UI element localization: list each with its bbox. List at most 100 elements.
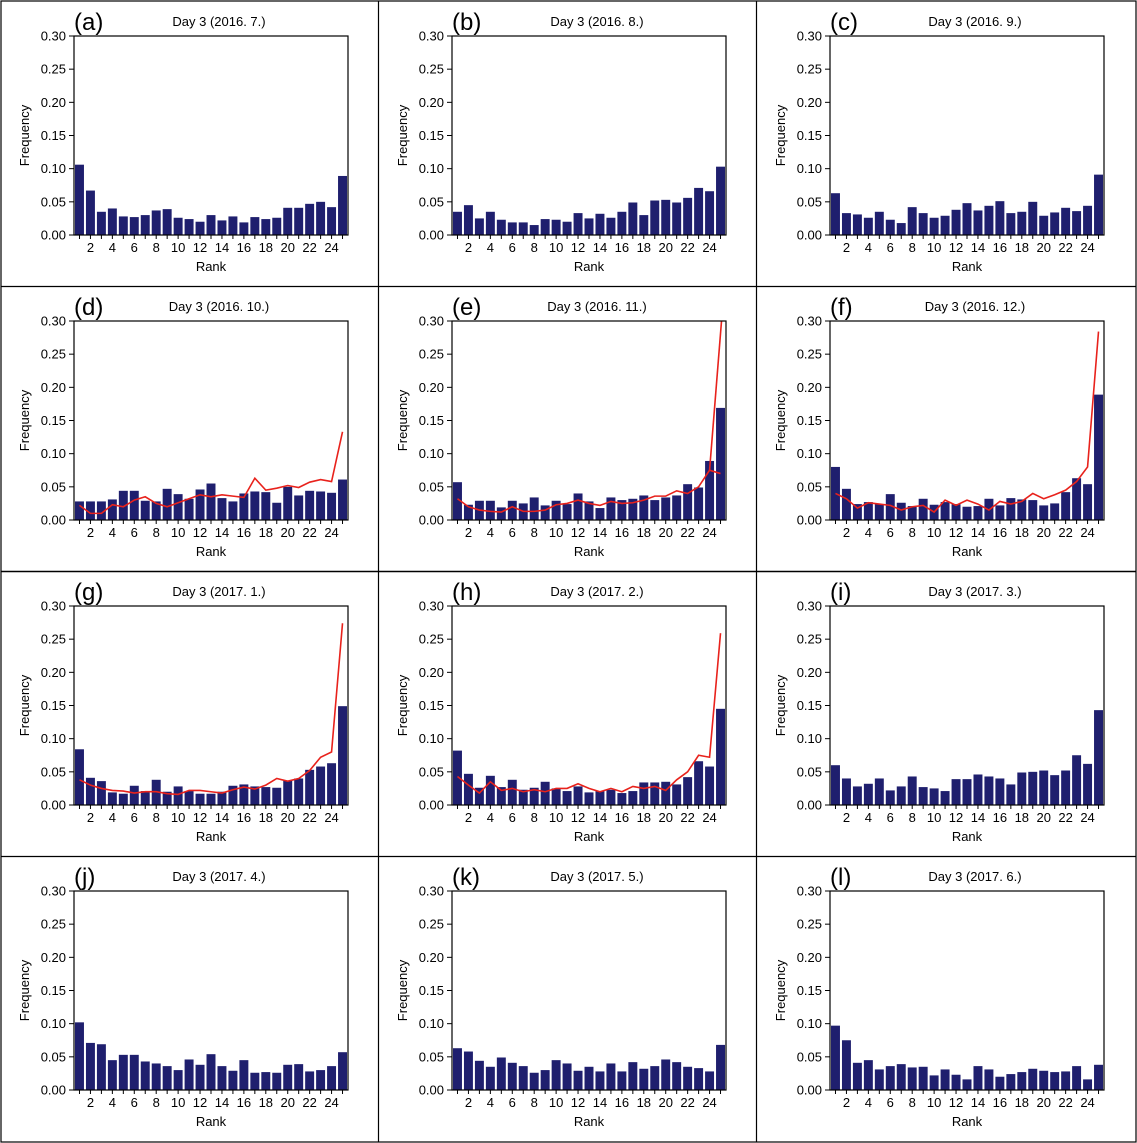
bar-group [75,1022,347,1090]
y-tick-label: 0.15 [797,413,822,428]
bar [650,782,660,805]
bar [918,1066,928,1090]
chart-panel-4: 0.00 0.05 0.10 0.15 0.20 0.25 0.30 2 4 6 8 10 12 14 16… [0,285,378,570]
x-axis-label: Rank [196,259,227,274]
bar [694,1068,704,1090]
bar [683,197,693,235]
chart-svg: 0.000.050.100.150.200.250.302 4 6 8 10 12 14 16… [773,9,1105,274]
x-tick-label: 2 [843,1095,850,1110]
y-axis-label: Frequency [17,104,32,166]
series-line [456,633,722,795]
chart-svg: 0.000.050.100.150.200.250.302 4 6 8 10 12 14 16… [17,579,349,844]
chart-panel-3: 0.00 0.05 0.10 0.15 0.20 0.25 0.30 2 4 6 8 10 12 14 16… [756,0,1134,285]
y-tick-label: 0.25 [419,62,444,77]
y-tick-label: 0.00 [797,1083,822,1098]
bar [885,1066,895,1090]
bar [327,1066,337,1090]
x-tick-label: 6 [131,240,138,255]
x-tick-label: 12 [571,810,585,825]
bar [151,501,161,520]
bar [852,214,862,235]
bar [1072,755,1082,805]
x-tick-label: 20 [1036,525,1050,540]
bar [995,1076,1005,1090]
bar [85,777,95,805]
bar [85,501,95,520]
bar [239,493,249,520]
bar [463,1051,473,1090]
bar [1039,215,1049,235]
chart-svg: 0.000.050.100.150.200.250.302 4 6 8 10 12 14 16… [773,294,1105,559]
y-tick-label: 0.30 [41,314,66,329]
bar [1028,201,1038,235]
x-tick-label: 8 [909,810,916,825]
bar [562,221,572,235]
bar [650,500,660,520]
x-tick-label: 22 [1058,525,1072,540]
bar [529,225,539,235]
bar [852,504,862,520]
y-axis-label: Frequency [773,104,788,166]
x-tick-label: 12 [571,525,585,540]
y-tick-label: 0.25 [797,62,822,77]
x-tick-label: 8 [153,1095,160,1110]
y-tick-label: 0.20 [41,950,66,965]
bar [206,215,216,235]
y-tick-label: 0.05 [419,194,444,209]
bar [217,220,227,235]
bar [672,495,682,520]
bar [672,784,682,805]
bar [984,1069,994,1090]
y-tick-label: 0.25 [419,347,444,362]
y-tick-label: 0.30 [41,599,66,614]
bar [962,1079,972,1090]
bar-group [453,708,725,805]
bar [951,504,961,520]
x-tick-label: 14 [215,240,229,255]
x-tick-label: 20 [1036,240,1050,255]
x-tick-label: 24 [324,240,338,255]
y-tick-label: 0.20 [797,950,822,965]
bar [1017,211,1027,235]
x-tick-label: 18 [1015,810,1029,825]
bar [173,786,183,805]
bar [863,783,873,805]
x-tick-label: 22 [302,240,316,255]
bar [294,495,304,520]
x-tick-label: 10 [927,1095,941,1110]
bar [573,1070,583,1090]
bar [984,205,994,235]
y-tick-label: 0.15 [41,413,66,428]
x-tick-label: 24 [702,240,716,255]
y-tick-label: 0.25 [419,632,444,647]
y-tick-label: 0.00 [41,513,66,528]
y-tick-label: 0.15 [419,413,444,428]
bar [918,213,928,235]
x-tick-label: 24 [1080,1095,1094,1110]
y-tick-label: 0.05 [41,194,66,209]
x-tick-label: 6 [131,1095,138,1110]
bar [896,502,906,520]
bar [453,750,462,805]
bar [1006,498,1016,520]
y-tick-label: 0.10 [41,446,66,461]
bar [896,1064,906,1090]
x-tick-label: 4 [865,810,872,825]
bar [1039,770,1049,805]
x-tick-label: 12 [193,1095,207,1110]
bar [327,207,337,235]
bar [173,217,183,235]
bar [661,781,671,805]
bar [1061,1071,1071,1090]
chart-title: Day 3 (2016. 11.) [547,299,646,314]
y-tick-label: 0.10 [797,731,822,746]
y-tick-label: 0.00 [41,228,66,243]
bar [551,219,561,235]
bar [863,502,873,520]
bar [283,780,293,805]
chart-svg: 0.000.050.100.150.200.250.302 4 6 8 10 12 14 16… [395,9,727,274]
bar-group [75,164,347,235]
x-tick-label: 2 [87,525,94,540]
bar [896,223,906,235]
bar [573,493,583,520]
